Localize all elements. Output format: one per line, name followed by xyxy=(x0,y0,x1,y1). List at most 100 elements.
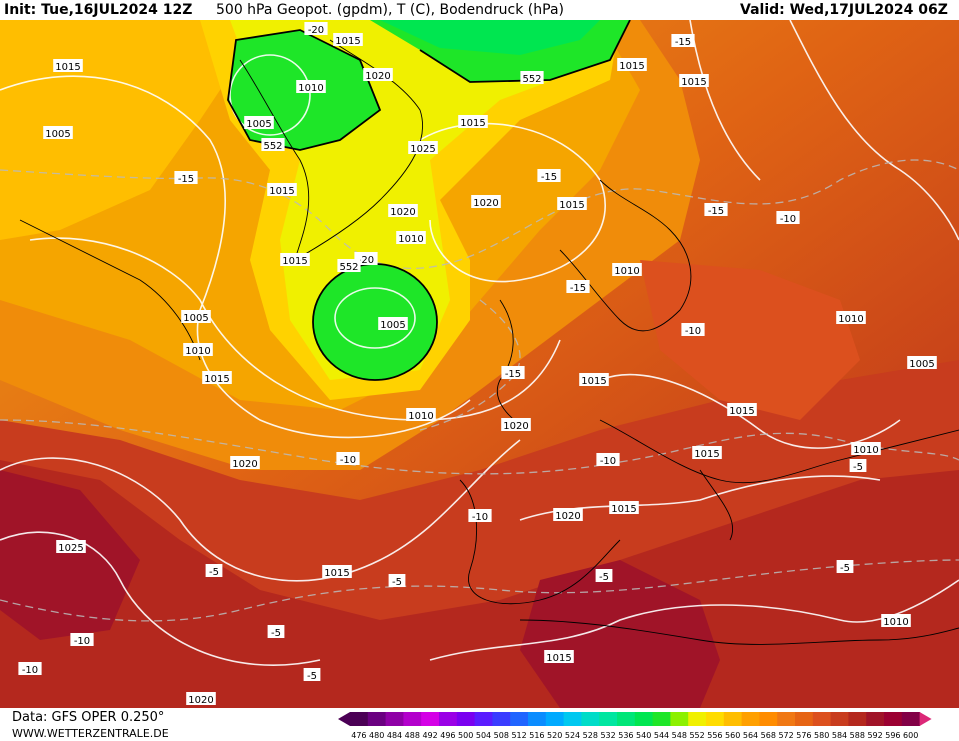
temperature-label-box xyxy=(388,574,406,587)
pressure-label-text: 1005 xyxy=(380,320,405,331)
colorbar-tick-label: 580 xyxy=(814,731,829,740)
map-footer: Data: GFS OPER 0.250° WWW.WETTERZENTRALE… xyxy=(0,708,959,741)
colorbar-tick-label: 572 xyxy=(778,731,793,740)
pressure-label: 1010 xyxy=(406,408,436,422)
colorbar-tick-label: 488 xyxy=(405,731,420,740)
website-label: WWW.WETTERZENTRALE.DE xyxy=(12,727,169,740)
geopotential-label: 552 xyxy=(520,71,544,85)
pressure-label: 1010 xyxy=(396,231,426,245)
pressure-label-box xyxy=(333,33,363,46)
colorbar-tick-label: 596 xyxy=(885,731,900,740)
pressure-label: 1015 xyxy=(53,59,83,73)
temperature-label-box xyxy=(468,509,492,522)
colorbar-swatch xyxy=(617,712,636,726)
colorbar-swatch xyxy=(741,712,760,726)
pressure-label-box xyxy=(183,343,213,356)
colorbar-swatch xyxy=(456,712,476,726)
pressure-label-text: 1010 xyxy=(298,83,323,94)
colorbar-swatch xyxy=(812,712,832,726)
pressure-label-box xyxy=(679,74,709,87)
colorbar-swatch xyxy=(421,712,440,726)
pressure-label: 1010 xyxy=(881,614,911,628)
colorbar-tick-label: 588 xyxy=(850,731,865,740)
pressure-label-text: 1010 xyxy=(408,411,433,422)
pressure-label-box xyxy=(280,253,310,266)
pressure-label-text: 1015 xyxy=(611,504,636,515)
pressure-label: 1020 xyxy=(388,204,418,218)
colorbar-swatch xyxy=(866,712,885,726)
colorbar-swatch xyxy=(599,712,618,726)
temperature-label: -5 xyxy=(205,564,223,578)
pressure-label-box xyxy=(56,540,86,553)
pressure-label: 1015 xyxy=(544,650,574,664)
temperature-label-text: -10 xyxy=(340,455,356,466)
temperature-label: -5 xyxy=(595,569,613,583)
pressure-label: 1010 xyxy=(612,263,642,277)
colorbar-swatch xyxy=(634,712,654,726)
colorbar-tick-label: 576 xyxy=(796,731,811,740)
colorbar-max-arrow xyxy=(919,712,932,726)
colorbar-swatch xyxy=(706,712,725,726)
temperature-label-text: -15 xyxy=(541,172,557,183)
pressure-label: 1025 xyxy=(408,141,438,155)
temperature-label-text: -5 xyxy=(599,572,609,583)
temperature-label-box xyxy=(776,211,800,224)
pressure-label-text: 1010 xyxy=(838,314,863,325)
geopotential-label-text: 552 xyxy=(339,262,358,273)
pressure-label-text: 1015 xyxy=(324,568,349,579)
pressure-label-box xyxy=(881,614,911,627)
colorbar-tick-label: 508 xyxy=(494,731,509,740)
pressure-label-box xyxy=(851,442,881,455)
temperature-label: -5 xyxy=(267,625,285,639)
colorbar-swatch xyxy=(884,712,903,726)
colorbar-swatch xyxy=(439,712,458,726)
colorbar-min-arrow xyxy=(338,712,350,726)
colorbar-tick-label: 520 xyxy=(547,731,562,740)
pressure-label-text: 1015 xyxy=(559,200,584,211)
pressure-label-box xyxy=(544,650,574,663)
temperature-label-box xyxy=(501,366,525,379)
temperature-label: -15 xyxy=(174,171,198,185)
pressure-label: 1015 xyxy=(617,58,647,72)
temperature-label-text: -15 xyxy=(178,174,194,185)
geopotential-labels: 552 552 552 xyxy=(261,71,544,273)
pressure-label-box xyxy=(230,456,260,469)
colorbar-tick-label: 500 xyxy=(458,731,473,740)
pressure-label-text: 1025 xyxy=(58,543,83,554)
colorbar-swatch xyxy=(723,712,743,726)
pressure-label-box xyxy=(267,183,297,196)
pressure-label-box xyxy=(836,311,866,324)
temperature-label-box xyxy=(671,34,695,47)
colorbar-swatch xyxy=(528,712,547,726)
temperature-label-text: -5 xyxy=(840,563,850,574)
colorbar-swatch xyxy=(670,712,689,726)
pressure-label-box xyxy=(43,126,73,139)
pressure-label-text: 1020 xyxy=(390,207,415,218)
temperature-label: -10 xyxy=(336,452,360,466)
temperature-label-box xyxy=(70,633,94,646)
colorbar-swatch xyxy=(830,712,849,726)
temperature-label-text: -5 xyxy=(392,577,402,588)
geopotential-label: 552 xyxy=(337,259,361,273)
colorbar-tick-label: 480 xyxy=(369,731,384,740)
pressure-label-text: 1020 xyxy=(232,459,257,470)
pressure-label-box xyxy=(181,310,211,323)
pressure-label-text: 1015 xyxy=(335,36,360,47)
geopotential-label: 552 xyxy=(261,138,285,152)
pressure-label-text: 1010 xyxy=(853,445,878,456)
pressure-label: 1020 xyxy=(553,508,583,522)
colorbar-tick-label: 476 xyxy=(351,731,366,740)
pressure-label: 1010 xyxy=(296,80,326,94)
colorbar-swatch xyxy=(563,712,582,726)
pressure-label-text: 1015 xyxy=(729,406,754,417)
colorbar-tick-label: 548 xyxy=(672,731,687,740)
colorbar-tick-label: 496 xyxy=(440,731,455,740)
colorbar-tick-label: 544 xyxy=(654,731,669,740)
pressure-label: 1015 xyxy=(579,373,609,387)
geopotential-label-text: 552 xyxy=(263,141,282,152)
pressure-label-box xyxy=(378,317,408,330)
temperature-label-text: -15 xyxy=(675,37,691,48)
pressure-label-text: 1015 xyxy=(681,77,706,88)
pressure-label-text: 1010 xyxy=(185,346,210,357)
pressure-label-text: 1020 xyxy=(365,71,390,82)
